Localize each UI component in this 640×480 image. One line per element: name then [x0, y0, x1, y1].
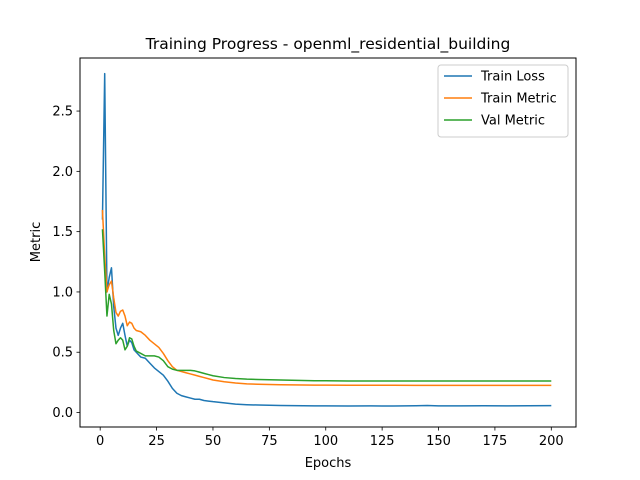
y-tick-label: 1.0: [52, 285, 73, 300]
plot-area: [101, 72, 552, 407]
legend-label: Train Loss: [480, 70, 545, 85]
legend-label: Val Metric: [481, 114, 545, 129]
legend-box: [437, 64, 569, 138]
plot-frame: [79, 57, 577, 428]
y-tick-label: 0.5: [52, 346, 73, 361]
x-tick-label: 100: [313, 434, 338, 449]
x-tick-label: 75: [261, 434, 278, 449]
y-tick-label: 1.5: [52, 225, 73, 240]
series-line-train-loss: [101, 72, 552, 407]
x-tick-label: 200: [539, 434, 564, 449]
x-tick-label: 150: [426, 434, 451, 449]
y-tick-label: 0.0: [52, 406, 73, 421]
legend: Train Loss Train Metric Val Metric: [437, 64, 569, 138]
y-axis: 0.0 0.5 1.0 1.5 2.0 2.5: [52, 105, 80, 421]
x-tick-label: 50: [205, 434, 222, 449]
series-line-train-metric: [101, 209, 552, 387]
x-tick-label: 0: [96, 434, 104, 449]
legend-label: Train Metric: [480, 92, 557, 107]
y-axis-label: Metric: [29, 222, 44, 262]
chart-title: Training Progress - openml_residential_b…: [145, 35, 511, 54]
y-tick-label: 2.5: [52, 105, 73, 120]
x-tick-label: 125: [370, 434, 395, 449]
x-axis-label: Epochs: [305, 456, 352, 471]
y-tick-label: 2.0: [52, 165, 73, 180]
x-axis: 0 25 50 75 100 125 150 175 200: [96, 427, 564, 449]
series-line-val-metric: [101, 229, 552, 382]
x-tick-label: 175: [482, 434, 507, 449]
x-tick-label: 25: [148, 434, 165, 449]
